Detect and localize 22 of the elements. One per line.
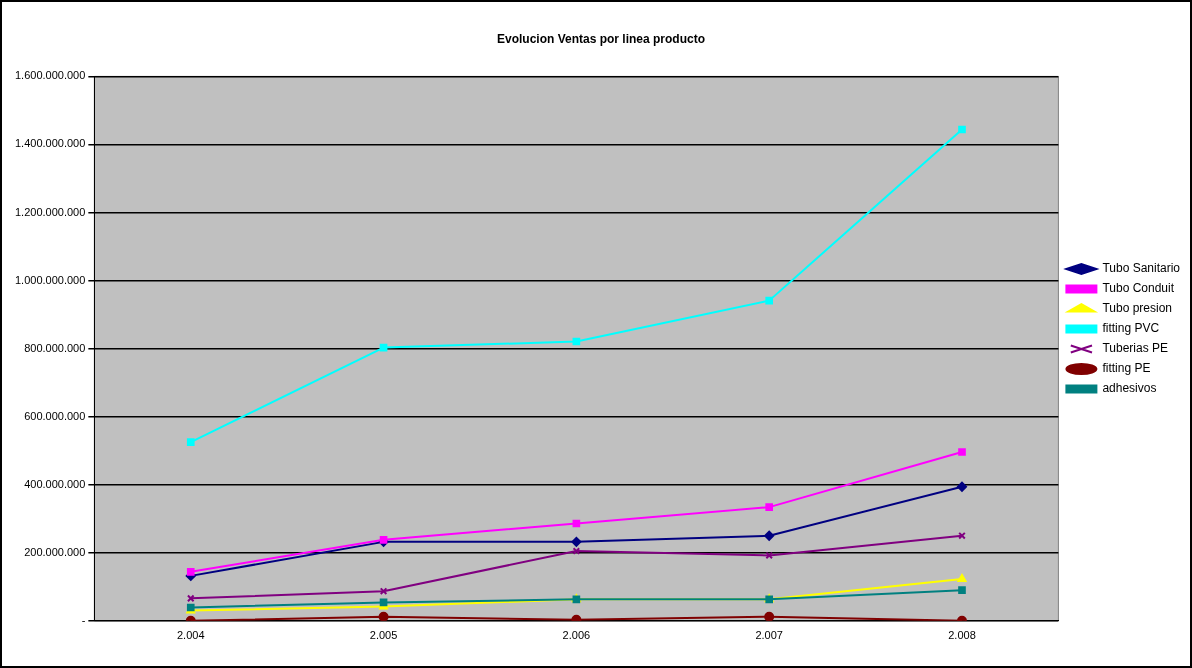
x-tick-label: 2.008	[948, 629, 976, 642]
legend-label: fitting PE	[1102, 361, 1151, 376]
x-tick-label: 2.007	[755, 629, 783, 642]
chart-title: Evolucion Ventas por linea producto	[496, 31, 706, 46]
legend-label: adhesivos	[1102, 381, 1157, 396]
y-tick-label: 800.000.000	[24, 341, 86, 354]
y-tick-label: -	[81, 613, 86, 626]
y-tick-label: 1.200.000.000	[14, 205, 86, 218]
legend-label: Tubo presion	[1102, 301, 1173, 316]
y-tick-label: 1.600.000.000	[14, 69, 86, 82]
x-tick-label: 2.004	[176, 629, 205, 642]
legend-label: Tubo Conduit	[1102, 281, 1175, 296]
y-tick-label: 1.400.000.000	[14, 137, 86, 150]
x-tick-label: 2.006	[562, 629, 591, 642]
y-tick-label: 200.000.000	[24, 545, 86, 558]
legend-label: fitting PVC	[1102, 321, 1160, 336]
y-tick-label: 1.000.000.000	[14, 273, 86, 286]
y-tick-label: 600.000.000	[24, 409, 86, 422]
legend-label: Tuberias PE	[1102, 341, 1168, 356]
legend-label: Tubo Sanitario	[1102, 261, 1181, 276]
y-tick-label: 400.000.000	[24, 477, 86, 490]
x-tick-label: 2.005	[369, 629, 398, 642]
